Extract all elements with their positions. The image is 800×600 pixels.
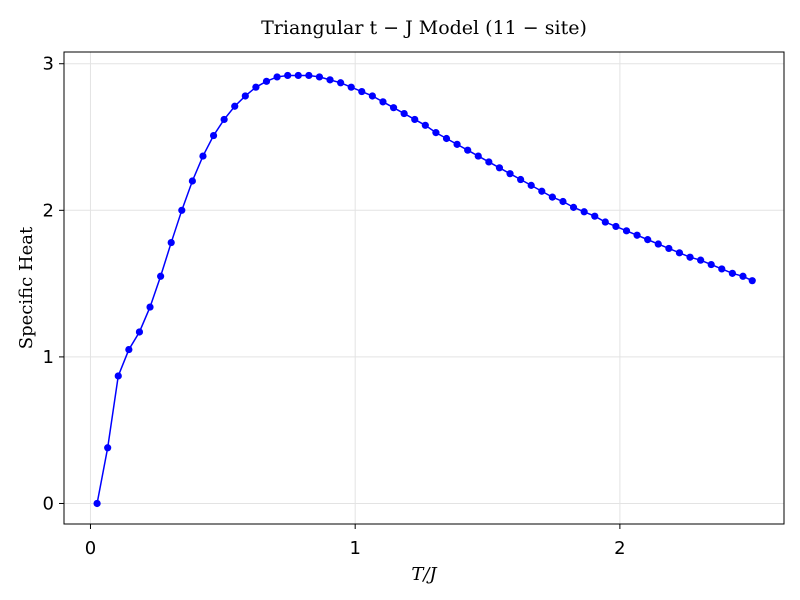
data-point xyxy=(601,218,609,226)
data-point xyxy=(358,87,366,96)
data-point xyxy=(220,115,228,124)
data-point xyxy=(347,83,355,91)
series-layer xyxy=(93,71,756,508)
data-point xyxy=(432,129,440,137)
data-point xyxy=(188,177,196,185)
y-tick-label: 3 xyxy=(43,54,54,75)
data-point xyxy=(548,193,556,201)
y-axis-label: Specific Heat xyxy=(16,226,37,349)
y-tick-label: 2 xyxy=(43,200,54,221)
data-point xyxy=(707,260,715,269)
data-point xyxy=(135,328,144,336)
data-point xyxy=(474,152,482,160)
data-point xyxy=(209,131,218,140)
data-point xyxy=(315,73,324,81)
data-point xyxy=(622,227,631,235)
data-point xyxy=(686,253,694,261)
data-point xyxy=(389,104,398,112)
x-tick-label: 1 xyxy=(349,538,360,559)
data-point xyxy=(199,152,207,160)
series-line xyxy=(96,74,753,504)
data-point xyxy=(559,197,567,206)
data-point xyxy=(665,244,673,253)
axis-ticks: 0 1 2 0 1 2 3 xyxy=(43,54,626,559)
data-point xyxy=(294,71,302,80)
data-point xyxy=(421,121,429,129)
data-point xyxy=(114,372,122,380)
chart-title: Triangular t − J Model (11 − site) xyxy=(261,17,587,39)
data-point xyxy=(748,277,756,285)
data-point xyxy=(157,272,165,280)
data-point xyxy=(326,76,334,84)
data-point xyxy=(231,102,239,110)
data-point xyxy=(262,77,271,85)
data-point xyxy=(464,146,472,154)
data-point xyxy=(506,170,514,178)
data-point xyxy=(527,181,535,189)
data-point xyxy=(591,212,599,220)
data-point xyxy=(146,303,154,311)
y-tick-label: 1 xyxy=(43,347,54,368)
data-point xyxy=(569,203,578,211)
data-point xyxy=(517,175,525,184)
data-point xyxy=(284,71,292,80)
data-point xyxy=(241,92,249,100)
data-point xyxy=(485,158,493,166)
data-point xyxy=(675,249,684,257)
data-point xyxy=(633,231,641,239)
data-point xyxy=(252,83,260,91)
data-point xyxy=(305,71,313,80)
data-point xyxy=(654,240,662,248)
data-point xyxy=(167,238,175,247)
data-point xyxy=(697,256,705,264)
plot-frame xyxy=(63,51,785,525)
data-point xyxy=(400,109,408,118)
data-point xyxy=(538,187,546,195)
data-point xyxy=(612,222,620,231)
data-point xyxy=(125,345,133,354)
data-point xyxy=(718,265,726,273)
data-point xyxy=(580,208,588,216)
data-point xyxy=(379,98,387,106)
data-point xyxy=(368,92,376,100)
data-point xyxy=(273,73,281,81)
x-tick-label: 2 xyxy=(614,538,625,559)
data-point xyxy=(104,444,112,452)
data-point xyxy=(495,164,504,172)
data-point xyxy=(93,499,101,508)
x-axis-label: T/J xyxy=(411,564,438,585)
y-tick-label: 0 xyxy=(43,493,54,514)
data-point xyxy=(644,236,652,244)
x-tick-label: 0 xyxy=(85,538,96,559)
data-point xyxy=(178,206,186,214)
data-point xyxy=(453,140,461,148)
data-point xyxy=(442,134,451,143)
data-point xyxy=(411,115,419,124)
data-point xyxy=(739,272,747,280)
data-point xyxy=(337,79,345,87)
data-point xyxy=(728,269,736,277)
